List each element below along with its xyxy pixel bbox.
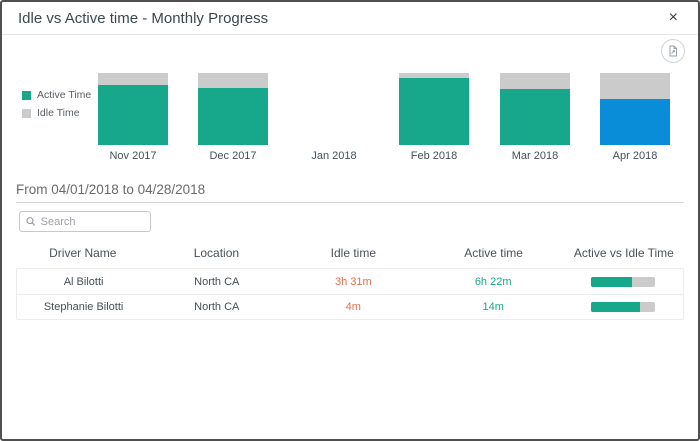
active-segment — [600, 99, 670, 145]
section-divider — [16, 202, 684, 203]
bar-label: Jan 2018 — [311, 150, 357, 162]
idle-time-cell: 3h 31m — [334, 275, 372, 288]
idle-segment — [98, 73, 168, 85]
idle-time-cell: 4m — [345, 301, 361, 313]
column-header-active-vs-idle-time: Active vs Idle Time — [573, 246, 674, 260]
chart-bar-dec-2017[interactable]: Dec 2017 — [198, 63, 268, 163]
active-vs-idle-progress-bar — [591, 302, 656, 312]
active-segment — [198, 88, 268, 145]
idle-segment — [198, 73, 268, 88]
location-cell: North CA — [194, 301, 240, 313]
bar-label: Apr 2018 — [612, 150, 658, 162]
bar-label: Feb 2018 — [410, 150, 458, 162]
table-row[interactable]: Al Bilotti North CA 3h 31m 6h 22m — [17, 269, 683, 294]
legend-item-active-time: Active Time — [22, 89, 91, 101]
active-time-cell: 6h 22m — [474, 275, 512, 288]
bar-label: Nov 2017 — [109, 150, 157, 162]
export-report-icon — [669, 45, 677, 57]
chart-toolbar — [2, 35, 698, 63]
progress-fill — [591, 276, 632, 287]
column-header-location: Location — [193, 246, 240, 260]
column-header-idle-time: Idle time — [330, 246, 376, 260]
active-vs-idle-progress-bar — [591, 276, 656, 287]
idle-segment — [600, 73, 670, 99]
active-time-swatch-icon — [22, 90, 31, 100]
active-vs-idle-cell — [563, 276, 683, 287]
active-segment — [399, 78, 469, 145]
idle-segment — [500, 73, 570, 89]
chart-bar-nov-2017[interactable]: Nov 2017 — [98, 63, 168, 163]
search-input[interactable] — [40, 215, 144, 228]
idle-time-swatch-icon — [22, 108, 31, 118]
column-header-driver-name: Driver Name — [49, 246, 117, 260]
dialog-header: Idle vs Active time - Monthly Progress × — [2, 2, 698, 35]
progress-fill — [591, 302, 641, 312]
table-header-row: Driver Name Location Idle time Active time A… — [16, 244, 684, 262]
driver-name-cell: Stephanie Bilotti — [43, 301, 124, 313]
active-segment — [98, 85, 168, 145]
chart-bar-jan-2018[interactable]: Jan 2018 — [299, 63, 369, 163]
chart-bar-mar-2018[interactable]: Mar 2018 — [500, 63, 570, 163]
search-icon — [26, 217, 36, 226]
active-segment — [500, 89, 570, 145]
active-vs-idle-cell — [563, 302, 683, 312]
location-cell: North CA — [194, 275, 240, 288]
table-body: Al Bilotti North CA 3h 31m 6h 22m Stephanie … — [16, 268, 684, 320]
page-title: Idle vs Active time - Monthly Progress — [18, 9, 269, 27]
idle-segment — [399, 73, 469, 78]
chart-legend: Active Time Idle Time — [22, 89, 91, 125]
table-row[interactable]: Stephanie Bilotti North CA 4m 14m — [17, 294, 683, 319]
legend-item-idle-time: Idle Time — [22, 107, 91, 119]
driver-name-cell: Al Bilotti — [63, 275, 104, 288]
drivers-table: Driver Name Location Idle time Active time A… — [16, 244, 684, 320]
date-range-label: From 04/01/2018 to 04/28/2018 — [16, 182, 206, 197]
export-button[interactable] — [661, 39, 685, 63]
legend-label: Active Time — [37, 89, 92, 101]
bar-label: Mar 2018 — [511, 150, 559, 162]
column-header-active-time: Active time — [464, 246, 523, 260]
active-time-cell: 14m — [482, 301, 504, 313]
chart-bar-feb-2018[interactable]: Feb 2018 — [399, 63, 469, 163]
search-box[interactable] — [19, 211, 151, 232]
legend-label: Idle Time — [37, 107, 80, 119]
monthly-progress-chart: Active Time Idle Time Nov 2017 Dec 2017 Ja… — [2, 63, 698, 164]
chart-bar-apr-2018[interactable]: Apr 2018 — [600, 63, 670, 163]
close-icon[interactable]: × — [668, 9, 678, 26]
bar-label: Dec 2017 — [209, 150, 257, 162]
